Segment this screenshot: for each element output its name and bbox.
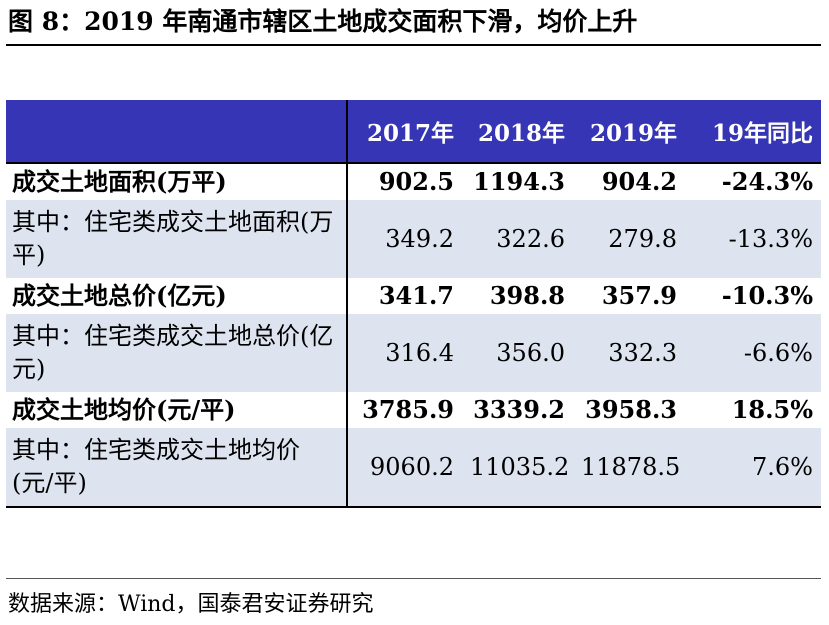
value-cell: 7.6%: [685, 428, 821, 508]
value-cell: 356.0: [462, 314, 573, 392]
value-cell: 18.5%: [685, 392, 821, 428]
table-row-residential-area: 其中：住宅类成交土地面积(万平) 349.2 322.6 279.8 -13.3…: [6, 200, 821, 278]
value-cell: 902.5: [347, 162, 462, 200]
value-cell: 322.6: [462, 200, 573, 278]
value-cell: 279.8: [573, 200, 685, 278]
value-cell: 3785.9: [347, 392, 462, 428]
header-cell-label: [6, 100, 348, 163]
value-cell: 11878.5: [573, 428, 685, 508]
value-cell: 357.9: [573, 278, 685, 314]
value-cell: -6.6%: [685, 314, 821, 392]
table-row-land-area: 成交土地面积(万平) 902.5 1194.3 904.2 -24.3%: [6, 162, 821, 200]
value-cell: 9060.2: [347, 428, 462, 508]
value-cell: 1194.3: [462, 162, 573, 200]
table-row-land-total-price: 成交土地总价(亿元) 341.7 398.8 357.9 -10.3%: [6, 278, 821, 314]
source-rule: [6, 578, 821, 579]
value-cell: 904.2: [573, 162, 685, 200]
row-label: 其中：住宅类成交土地均价(元/平): [6, 428, 348, 508]
value-cell: -10.3%: [685, 278, 821, 314]
row-label: 成交土地均价(元/平): [6, 392, 348, 428]
header-cell-yoy: 19年同比: [685, 100, 821, 163]
table-row-residential-total-price: 其中：住宅类成交土地总价(亿元) 316.4 356.0 332.3 -6.6%: [6, 314, 821, 392]
value-cell: 398.8: [462, 278, 573, 314]
value-cell: 11035.2: [462, 428, 573, 508]
value-cell: 3339.2: [462, 392, 573, 428]
value-cell: 332.3: [573, 314, 685, 392]
header-cell-2019: 2019年: [573, 100, 685, 163]
row-label: 其中：住宅类成交土地总价(亿元): [6, 314, 348, 392]
figure-title: 图 8：2019 年南通市辖区土地成交面积下滑，均价上升: [8, 7, 638, 36]
value-cell: 316.4: [347, 314, 462, 392]
value-cell: -13.3%: [685, 200, 821, 278]
value-cell: 3958.3: [573, 392, 685, 428]
header-row: 2017年 2018年 2019年 19年同比: [6, 100, 821, 163]
row-label: 其中：住宅类成交土地面积(万平): [6, 200, 348, 278]
header-cell-2017: 2017年: [347, 100, 462, 163]
value-cell: -24.3%: [685, 162, 821, 200]
title-rule: [6, 44, 821, 46]
table-row-land-avg-price: 成交土地均价(元/平) 3785.9 3339.2 3958.3 18.5%: [6, 392, 821, 428]
row-label: 成交土地面积(万平): [6, 162, 348, 200]
value-cell: 349.2: [347, 200, 462, 278]
row-label: 成交土地总价(亿元): [6, 278, 348, 314]
table-row-residential-avg-price: 其中：住宅类成交土地均价(元/平) 9060.2 11035.2 11878.5…: [6, 428, 821, 508]
value-cell: 341.7: [347, 278, 462, 314]
source-note: 数据来源：Wind，国泰君安证券研究: [8, 592, 374, 617]
header-cell-2018: 2018年: [462, 100, 573, 163]
data-table: 2017年 2018年 2019年 19年同比 成交土地面积(万平) 902.5…: [6, 100, 821, 508]
